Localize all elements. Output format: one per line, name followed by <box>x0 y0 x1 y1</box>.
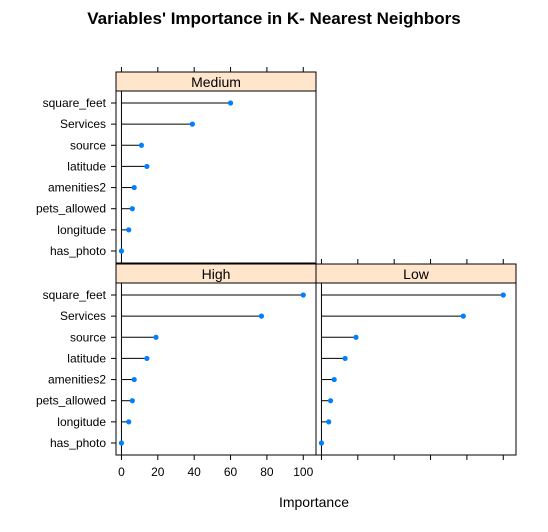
panel-strip-label: High <box>202 266 231 282</box>
point-pets_allowed <box>129 398 135 404</box>
point-has_photo <box>318 440 325 446</box>
point-longitude <box>126 227 132 233</box>
point-pets_allowed <box>129 206 135 212</box>
y-tick-label: square_feet <box>43 288 107 302</box>
y-tick-label: pets_allowed <box>36 394 106 408</box>
x-axis-label: Importance <box>279 494 349 510</box>
point-longitude <box>126 419 132 425</box>
point-source <box>153 334 159 340</box>
y-tick-label: latitude <box>67 159 106 173</box>
point-amenities2 <box>131 184 137 191</box>
point-latitude <box>144 163 150 170</box>
panels: Medium High Low <box>115 71 517 456</box>
panel-medium: Medium <box>115 71 317 264</box>
y-tick-label: latitude <box>67 351 106 365</box>
y-tick-label: has_photo <box>50 244 106 258</box>
point-source <box>138 142 145 148</box>
panel-frame <box>315 282 517 456</box>
x-tick-label: 80 <box>260 465 274 479</box>
point-Services <box>460 313 466 319</box>
point-longitude <box>326 419 332 425</box>
point-Services <box>258 313 265 319</box>
y-tick-label: longitude <box>57 415 106 429</box>
panel-strip-label: Low <box>403 266 430 282</box>
point-pets_allowed <box>327 398 334 404</box>
y-tick-label: source <box>70 330 106 344</box>
point-square_feet <box>227 100 234 106</box>
x-tick-label: 100 <box>293 465 313 479</box>
panel-high: High <box>115 263 317 456</box>
y-tick-label: longitude <box>57 223 106 237</box>
point-latitude <box>144 355 150 362</box>
point-source <box>353 334 359 340</box>
x-tick-label: 60 <box>224 465 238 479</box>
point-Services <box>189 121 195 127</box>
x-tick-label: 20 <box>151 465 165 479</box>
point-amenities2 <box>331 376 337 383</box>
panel-frame <box>115 90 317 264</box>
x-axis: 0 20 40 60 80 100 <box>118 67 504 479</box>
panel-strip-label: Medium <box>191 74 241 90</box>
point-latitude <box>342 355 348 362</box>
y-tick-label: has_photo <box>50 436 106 450</box>
chart-title: Variables' Importance in K- Nearest Neig… <box>87 9 460 28</box>
point-amenities2 <box>131 376 137 383</box>
point-has_photo <box>118 248 125 254</box>
point-square_feet <box>300 292 306 298</box>
panel-frame <box>115 282 317 456</box>
y-axis: square_feet Services source latitude ameniti… <box>36 96 116 450</box>
point-has_photo <box>118 440 125 446</box>
y-tick-label: pets_allowed <box>36 202 106 216</box>
y-tick-label: Services <box>60 117 106 131</box>
y-tick-label: amenities2 <box>48 181 106 195</box>
y-tick-label: amenities2 <box>48 373 106 387</box>
y-tick-label: Services <box>60 309 106 323</box>
y-tick-label: source <box>70 138 106 152</box>
point-square_feet <box>500 292 506 298</box>
x-tick-label: 0 <box>118 465 125 479</box>
x-tick-label: 40 <box>188 465 202 479</box>
panel-low: Low <box>315 263 517 456</box>
y-tick-label: square_feet <box>43 96 107 110</box>
